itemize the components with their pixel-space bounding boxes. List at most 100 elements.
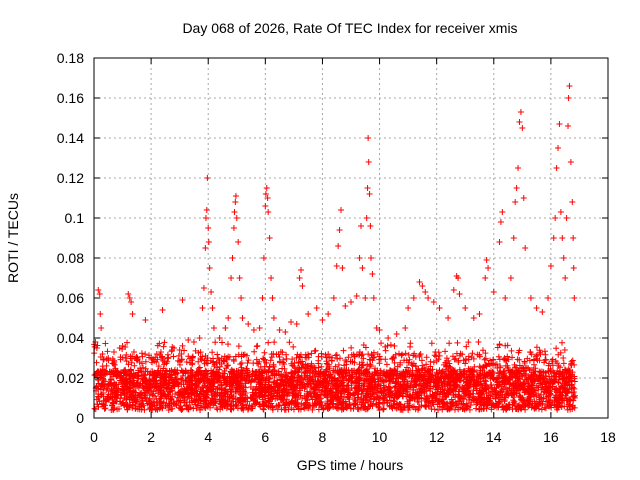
data-point	[128, 359, 135, 366]
plot-frame	[93, 57, 609, 419]
data-point	[312, 373, 319, 380]
data-point	[398, 374, 405, 381]
data-point	[527, 295, 534, 301]
data-point	[296, 353, 303, 360]
data-point	[446, 399, 453, 406]
data-point	[105, 395, 112, 402]
data-point	[419, 386, 426, 393]
data-point	[437, 388, 444, 395]
data-point	[489, 400, 496, 407]
data-point	[513, 390, 520, 397]
data-point	[400, 405, 407, 412]
data-point	[378, 340, 385, 347]
data-point	[99, 363, 106, 370]
data-point	[508, 347, 515, 354]
data-point	[119, 343, 126, 349]
data-point	[426, 373, 433, 380]
data-point	[221, 358, 228, 365]
data-point	[289, 392, 296, 399]
data-point	[571, 295, 578, 301]
data-point	[230, 225, 237, 231]
data-point	[537, 369, 544, 376]
data-point	[281, 387, 288, 394]
data-point	[553, 389, 560, 396]
data-point	[233, 403, 240, 410]
x-tick-label: 14	[486, 429, 502, 445]
data-point	[495, 353, 502, 360]
data-point	[285, 399, 292, 406]
data-point	[479, 347, 486, 354]
data-point	[332, 381, 339, 388]
data-point	[524, 380, 531, 387]
data-point	[371, 354, 378, 361]
data-point	[382, 356, 389, 363]
data-point	[394, 372, 401, 379]
data-point	[126, 295, 133, 301]
data-point	[465, 392, 472, 399]
data-point	[509, 369, 516, 376]
data-point	[189, 353, 196, 360]
data-point	[301, 405, 308, 412]
data-point	[497, 388, 504, 395]
data-point	[570, 235, 577, 241]
data-point	[170, 345, 177, 351]
data-point	[328, 377, 335, 384]
data-point	[202, 215, 209, 221]
data-point	[187, 373, 194, 380]
data-point	[159, 307, 166, 313]
data-point	[401, 378, 408, 385]
data-point	[262, 191, 269, 197]
data-point	[533, 373, 540, 380]
data-point	[367, 255, 374, 261]
data-point	[224, 341, 231, 348]
data-point	[133, 398, 140, 405]
data-point	[275, 351, 282, 358]
data-point	[338, 207, 345, 213]
data-point	[187, 359, 194, 366]
data-point	[233, 215, 240, 221]
data-point	[230, 358, 237, 365]
data-point	[484, 372, 491, 379]
data-point	[94, 342, 101, 349]
x-tick-label: 18	[600, 429, 616, 445]
data-point	[235, 343, 242, 350]
data-point	[542, 357, 549, 364]
data-point	[117, 356, 124, 363]
y-tick-label: 0.12	[57, 170, 84, 186]
data-point	[305, 351, 312, 358]
data-point	[273, 402, 280, 409]
data-point	[405, 305, 412, 311]
data-point	[102, 402, 109, 409]
data-point	[199, 353, 206, 360]
data-point	[225, 315, 232, 321]
data-point	[446, 340, 453, 347]
data-point	[467, 374, 474, 381]
data-point	[448, 387, 455, 394]
data-point	[412, 362, 419, 369]
data-point	[393, 371, 400, 378]
data-point	[100, 356, 107, 363]
data-point	[568, 389, 575, 396]
data-point	[122, 370, 129, 377]
data-point	[282, 329, 289, 335]
data-point	[376, 356, 383, 363]
data-point	[324, 388, 331, 395]
data-point	[204, 383, 211, 390]
data-point	[211, 379, 218, 386]
data-point	[436, 305, 443, 311]
data-point	[157, 389, 164, 396]
data-point	[539, 400, 546, 407]
data-point	[239, 401, 246, 408]
data-point	[267, 357, 274, 364]
data-point	[333, 263, 340, 269]
data-point	[304, 396, 311, 403]
data-point	[535, 405, 542, 412]
data-point	[137, 365, 144, 372]
data-point	[316, 401, 323, 408]
data-point	[419, 283, 426, 289]
data-point	[483, 257, 490, 263]
data-point	[423, 361, 430, 368]
data-point	[386, 389, 393, 396]
data-point	[171, 383, 178, 390]
data-point	[314, 391, 321, 398]
